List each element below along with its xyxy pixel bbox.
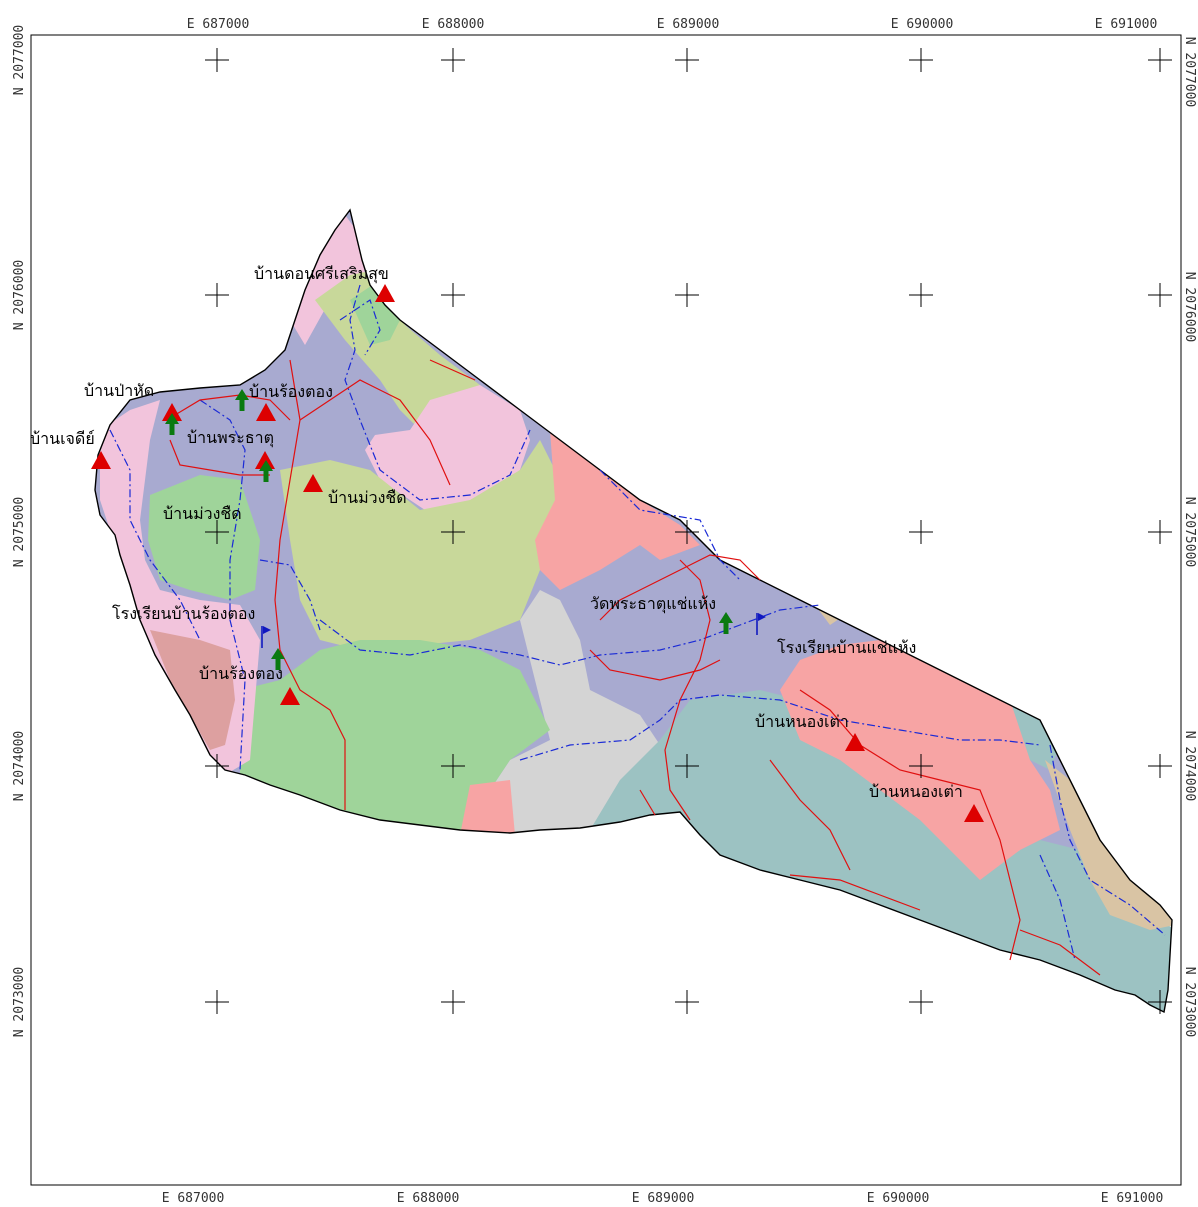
zone-pink-north: [290, 215, 365, 345]
label-ban-nong-tao-north: บ้านหนองเต่า: [755, 712, 849, 731]
stream-main: [319, 604, 821, 666]
road-spur-1: [769, 759, 851, 871]
easting-bottom-688000: E 688000: [397, 1191, 460, 1206]
village-marker-icon[interactable]: [303, 474, 323, 492]
zone-lightgreen-west: [148, 475, 260, 600]
school-markers: [261, 613, 766, 648]
zone-salmon-southwest: [460, 780, 515, 835]
zone-lightgreen-southwest: [240, 640, 550, 830]
temple-markers: [165, 389, 733, 670]
stream-east: [1049, 744, 1166, 936]
label-ban-rong-tong-north: บ้านร้องตอง: [249, 382, 333, 401]
northing-right-2073000: N 2073000: [1182, 967, 1197, 1037]
easting-labels-top: E 687000 E 688000 E 689000 E 690000 E 69…: [187, 17, 1158, 32]
easting-bottom-691000: E 691000: [1101, 1191, 1164, 1206]
village-markers: [91, 284, 984, 822]
northing-left-2073000: N 2073000: [12, 967, 27, 1037]
temple-marker-icon[interactable]: [259, 460, 273, 482]
road-ne-branch: [429, 359, 476, 381]
road-southeast-2: [799, 689, 1021, 961]
zone-rose-southwest: [150, 630, 235, 750]
stream-loop-north: [339, 299, 381, 356]
school-flag-icon[interactable]: [756, 613, 766, 635]
zone-salmon-east: [780, 640, 1060, 880]
land-zones: [95, 210, 1172, 1012]
road-spur-3: [1019, 929, 1101, 976]
easting-bottom-689000: E 689000: [632, 1191, 695, 1206]
northing-left-2074000: N 2074000: [12, 731, 27, 801]
easting-top-689000: E 689000: [657, 17, 720, 32]
grid-crosses: [205, 48, 1172, 1014]
village-marker-icon[interactable]: [280, 687, 300, 705]
map-frame: [30, 34, 1182, 1186]
northing-left-2075000: N 2075000: [12, 497, 27, 567]
stream-west: [259, 559, 321, 631]
label-ban-chedi: บ้านเจดีย์: [30, 429, 95, 448]
easting-top-690000: E 690000: [891, 17, 954, 32]
village-marker-icon[interactable]: [255, 451, 275, 469]
village-marker-icon[interactable]: [845, 733, 865, 751]
northing-right-2074000: N 2074000: [1182, 731, 1197, 801]
streams: [109, 284, 1166, 961]
label-wat-phra-that-chae-haeng: วัดพระธาตุแช่แห้ง: [590, 594, 716, 614]
road-northeast: [299, 379, 451, 486]
zone-gray-center: [490, 590, 660, 835]
stream-east-branch: [599, 469, 741, 581]
village-marker-icon[interactable]: [256, 403, 276, 421]
school-flag-icon[interactable]: [261, 626, 271, 648]
road-west-loop-2: [169, 439, 270, 476]
label-ban-pa-hat: บ้านป่าหัด: [84, 381, 154, 400]
road-east-main: [599, 554, 761, 621]
village-marker-icon[interactable]: [375, 284, 395, 302]
road-north-south: [274, 359, 346, 810]
northing-right-2077000: N 2077000: [1182, 37, 1197, 107]
easting-bottom-687000: E 687000: [162, 1191, 225, 1206]
stream-south-teal: [1039, 854, 1076, 961]
label-ban-don-si-soem-suk: บ้านดอนศรีเสริมสุข: [254, 264, 389, 284]
label-ban-phra-that: บ้านพระธาตุ: [187, 428, 274, 448]
northing-left-2077000: N 2077000: [12, 25, 27, 95]
label-rong-rian-ban-rong-tong: โรงเรียนบ้านร้องตอง: [112, 604, 255, 623]
road-spur-2: [639, 789, 656, 816]
zone-teal-far-east: [1010, 700, 1060, 770]
label-ban-nong-tao-south: บ้านหนองเต่า: [869, 782, 963, 801]
temple-marker-icon[interactable]: [235, 389, 249, 411]
easting-top-687000: E 687000: [187, 17, 250, 32]
temple-marker-icon[interactable]: [271, 648, 285, 670]
zone-yellowgreen-center: [280, 440, 560, 650]
watershed-boundary: [94, 208, 1173, 1014]
northing-right-2075000: N 2075000: [1182, 497, 1197, 567]
stream-southeast: [519, 694, 1041, 761]
easting-top-691000: E 691000: [1095, 17, 1158, 32]
northing-labels-left: N 2077000 N 2076000 N 2075000 N 2074000 …: [12, 25, 27, 1037]
temple-marker-icon[interactable]: [719, 612, 733, 634]
easting-bottom-690000: E 690000: [867, 1191, 930, 1206]
label-ban-muang-chit-west: บ้านม่วงชืด: [163, 504, 242, 523]
label-ban-muang-chit-east: บ้านม่วงชืด: [328, 488, 407, 507]
road-southeast: [664, 559, 711, 821]
northing-left-2076000: N 2076000: [12, 260, 27, 330]
village-marker-icon[interactable]: [964, 804, 984, 822]
temple-marker-icon[interactable]: [165, 413, 179, 435]
place-labels: บ้านดอนศรีเสริมสุข บ้านป่าหัด บ้านร้องตอ…: [30, 264, 963, 801]
road-spur-4: [789, 874, 921, 911]
roads: [169, 359, 1101, 976]
northing-labels-right: N 2077000 N 2076000 N 2075000 N 2074000 …: [1182, 37, 1197, 1037]
stream-far-west: [109, 429, 201, 641]
label-rong-rian-ban-chae-haeng: โรงเรียนบ้านแช่แห้ง: [777, 638, 916, 657]
zone-salmon-center: [535, 430, 700, 590]
northing-right-2076000: N 2076000: [1182, 272, 1197, 342]
road-east-loop: [589, 649, 721, 681]
easting-labels-bottom: E 687000 E 688000 E 689000 E 690000 E 69…: [162, 1191, 1164, 1206]
village-marker-icon[interactable]: [91, 451, 111, 469]
label-ban-rong-tong-south: บ้านร้องตอง: [199, 664, 283, 683]
stream-northwest: [199, 399, 246, 771]
stream-north: [344, 284, 531, 501]
easting-top-688000: E 688000: [422, 17, 485, 32]
village-marker-icon[interactable]: [162, 403, 182, 421]
